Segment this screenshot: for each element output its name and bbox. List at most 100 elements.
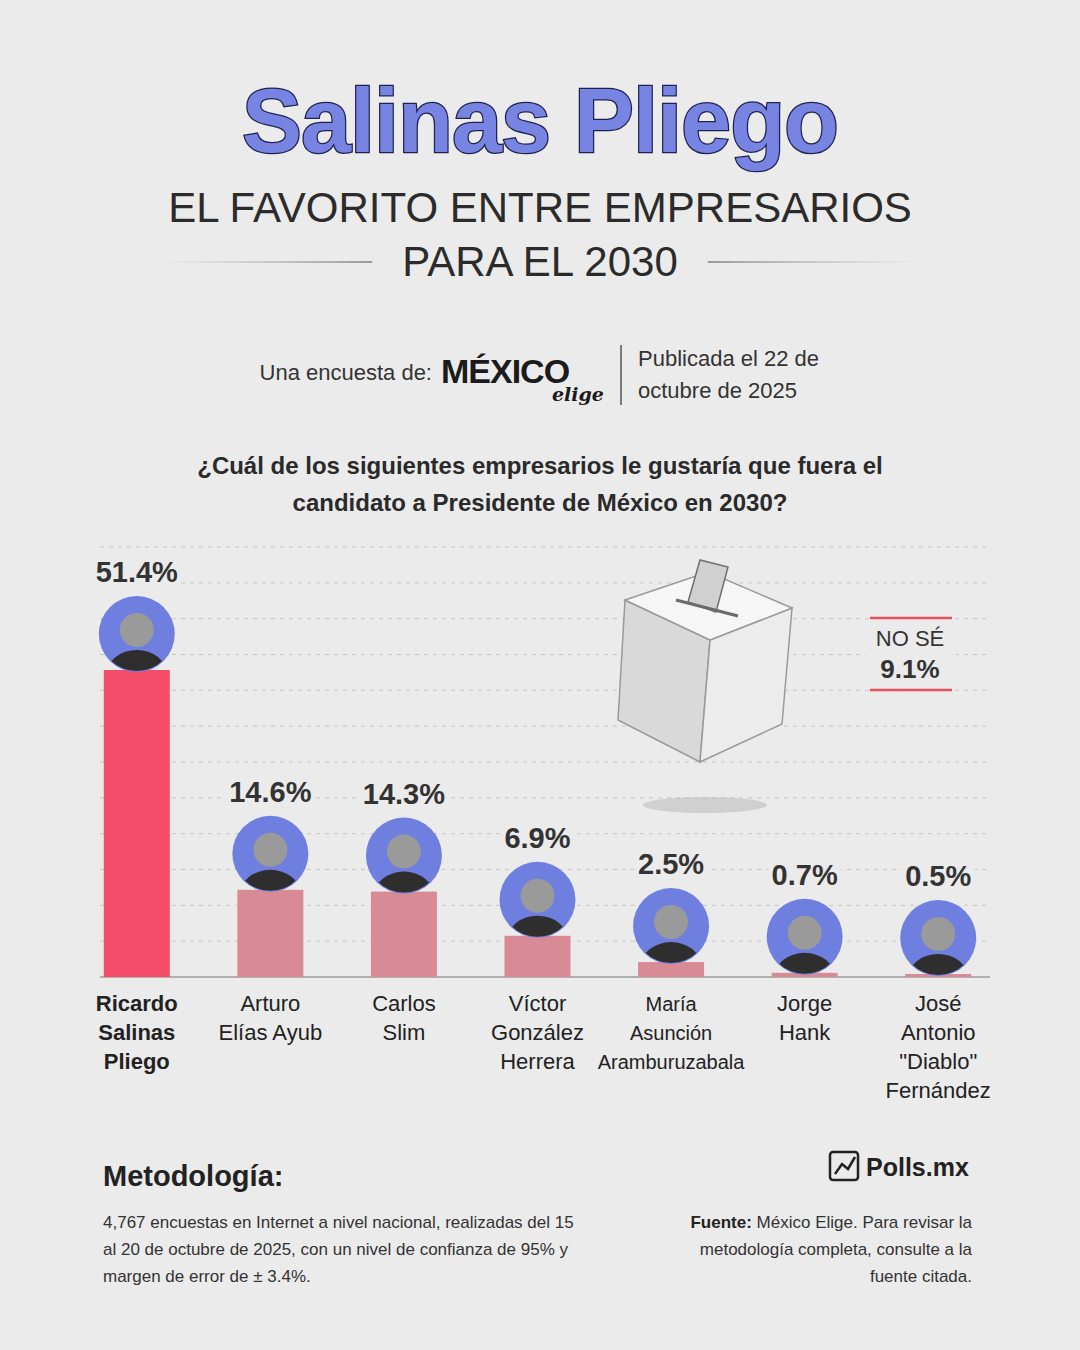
survey-prefix: Una encuesta de: [260,360,432,385]
category-label-line: Aramburuzabala [598,1051,746,1073]
source-line: fuente citada. [870,1267,972,1286]
brand-icon [830,1152,858,1180]
avatar-figure [374,835,434,920]
annotation-rule [870,617,952,620]
category-label: VíctorGonzálezHerrera [491,991,584,1074]
category-label-line: Ricardo [96,991,178,1016]
bar [371,892,437,977]
methodology-text-line: 4,767 encuestas en Internet a nivel naci… [103,1213,574,1232]
annotation-label: NO SÉ [876,626,944,651]
question: ¿Cuál de los siguientes empresarios le g… [197,452,883,516]
avatar-figure [775,916,835,1001]
category-label-line: José [915,991,961,1016]
data-label: 14.6% [229,776,311,808]
decor-line [708,261,920,263]
subtitle-line: EL FAVORITO ENTRE EMPRESARIOS [168,184,912,231]
category-label-line: María [646,993,698,1015]
label-patch [360,778,448,810]
grid-line [100,547,990,548]
bar [638,962,704,977]
avatar-head [387,835,421,869]
avatar [232,816,308,918]
data-label: 2.5% [638,848,704,880]
chart-canvas: Salinas Pliego EL FAVORITO ENTRE EMPRESAR… [0,0,1080,1350]
title: Salinas Pliego [242,71,838,171]
grid-line [100,654,990,655]
category-label-line: Jorge [777,991,832,1016]
category-label-line: Carlos [372,991,436,1016]
data-label: 0.7% [772,859,838,891]
avatar-figure [641,905,701,990]
brand-icon-line [835,1157,855,1174]
data-label: 6.9% [504,822,570,854]
avatar-body [641,942,701,990]
avatar-head [521,879,555,913]
grid-line [100,618,990,619]
avatar [900,900,976,1002]
methodology-text-line: al 20 de octubre de 2025, con un nivel d… [103,1240,569,1259]
avatar-body [374,872,434,920]
bar [505,936,571,977]
source-text: México Elige. Para revisar la [757,1213,973,1232]
subtitle: EL FAVORITO ENTRE EMPRESARIOS PARA EL 203… [168,184,912,285]
slot [676,600,738,616]
avatar [633,888,709,990]
avatar [767,899,843,1001]
avatar [99,596,175,698]
annotation-rule [870,689,952,692]
category-label: Carlos Slim [372,991,436,1045]
published-date: Publicada el 22 deoctubre de 2025 [638,346,819,403]
question-line: candidato a Presidente de México en 2030… [293,489,788,516]
annotation: NO SÉ 9.1% [866,618,956,690]
avatar-head [788,916,822,950]
avatar-head [921,917,955,951]
avatar-figure [240,833,300,918]
labels: 51.4%RicardoSalinasPliego14.6%ArturoElía… [93,556,991,1103]
methodology-title: Metodología: [103,1160,283,1192]
label-patch [635,848,707,880]
brand-name: Polls.mx [866,1153,969,1181]
methodology-text: 4,767 encuestas en Internet a nivel naci… [103,1213,574,1286]
avatar-body [240,870,300,918]
source-text: fuente citada. [870,1267,972,1286]
category-label-line: Arturo [240,991,300,1016]
bar [237,890,303,977]
avatar-head [120,613,154,647]
label-patch [769,859,841,891]
avatar-head [253,833,287,867]
annotation-patch [866,620,956,690]
background [0,0,1080,1350]
category-label-line: Antonio [901,1020,976,1045]
category-label: Jorge Hank [777,991,832,1045]
label-patch [902,860,974,892]
bars [104,670,971,977]
shadow [643,797,767,813]
category-label-line: Elías Ayub [219,1020,323,1045]
category-label-line: Fernández [886,1078,991,1103]
source-line: Fuente: México Elige. Para revisar la [690,1213,972,1232]
avatar [366,818,442,920]
logo: MÉXICO [441,352,570,390]
avatar-figure [508,879,568,964]
grid [100,547,990,977]
category-label-line: Hank [779,1020,831,1045]
logo-tagline: elige [552,383,604,405]
annotation-value: 9.1% [880,654,939,684]
avatar-head [654,905,688,939]
grid-line [100,582,990,583]
avatar-body [107,650,167,698]
avatar [500,862,576,964]
methodology-text-line: margen de error de ± 3.4%. [103,1267,311,1286]
subtitle-line: PARA EL 2030 [402,238,678,285]
category-label-line: González [491,1020,584,1045]
category-label-line: Herrera [500,1049,575,1074]
category-label-line: Slim [383,1020,426,1045]
brand-logo: Polls.mx [830,1152,969,1181]
source-text: metodología completa, consulte a la [700,1240,973,1259]
category-label-line: Asunción [630,1022,712,1044]
label-patch [93,556,181,588]
published-date-line: Publicada el 22 de [638,346,819,371]
category-label: JoséAntonio"Diablo"Fernández [886,991,991,1103]
category-label: María Asunción Aramburuzabala [598,993,746,1073]
label-patch [501,822,573,854]
